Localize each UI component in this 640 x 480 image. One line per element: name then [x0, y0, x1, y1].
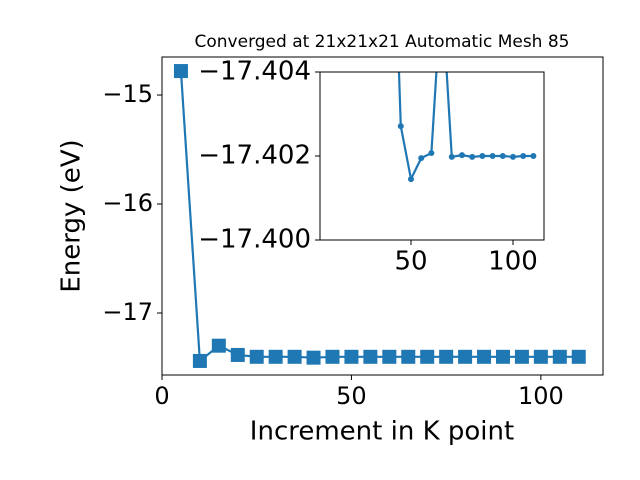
- marker: [407, 176, 414, 183]
- x-tick-label: 100: [488, 247, 538, 277]
- y-tick-label: −17.400: [198, 225, 311, 255]
- marker: [325, 349, 340, 364]
- marker: [489, 153, 496, 159]
- marker: [469, 153, 476, 160]
- marker: [268, 349, 283, 364]
- marker: [495, 349, 510, 364]
- marker: [397, 123, 404, 130]
- marker: [514, 349, 529, 364]
- marker: [499, 153, 506, 159]
- marker: [520, 153, 527, 159]
- marker: [249, 349, 264, 364]
- marker: [477, 349, 492, 364]
- marker: [448, 153, 455, 160]
- marker: [552, 349, 567, 364]
- marker: [533, 349, 548, 364]
- plot-area: [173, 64, 586, 368]
- marker: [458, 152, 465, 159]
- marker: [363, 349, 378, 364]
- plot-area: [397, 72, 537, 183]
- marker: [306, 350, 321, 365]
- y-tick-label: −17.402: [198, 141, 311, 171]
- marker: [382, 349, 397, 364]
- y-tick-label: −15: [102, 80, 153, 108]
- marker: [428, 150, 435, 157]
- marker: [439, 349, 454, 364]
- y-tick-label: −17.404: [198, 57, 311, 87]
- marker: [571, 349, 586, 364]
- marker: [401, 349, 416, 364]
- x-tick-label: 100: [518, 382, 564, 410]
- marker: [230, 347, 245, 362]
- marker: [287, 349, 302, 364]
- axes-frame: [161, 56, 604, 376]
- y-tick-label: −16: [102, 189, 153, 217]
- marker: [418, 155, 425, 162]
- x-tick-label: 0: [154, 382, 169, 410]
- marker: [173, 64, 188, 79]
- data-line: [179, 70, 579, 364]
- marker: [211, 338, 226, 353]
- x-tick-label: 50: [336, 382, 367, 410]
- marker: [509, 153, 516, 160]
- marker: [458, 349, 473, 364]
- marker: [192, 353, 207, 368]
- marker: [344, 349, 359, 364]
- marker: [420, 349, 435, 364]
- x-tick-label: 50: [394, 247, 427, 277]
- marker: [530, 153, 537, 159]
- marker: [479, 153, 486, 159]
- x-axis-label: Increment in K point: [250, 417, 514, 447]
- chart-title: Converged at 21x21x21 Automatic Mesh 85: [195, 32, 570, 52]
- y-axis-label: Energy (eV): [57, 139, 87, 292]
- y-tick-label: −17: [102, 298, 153, 326]
